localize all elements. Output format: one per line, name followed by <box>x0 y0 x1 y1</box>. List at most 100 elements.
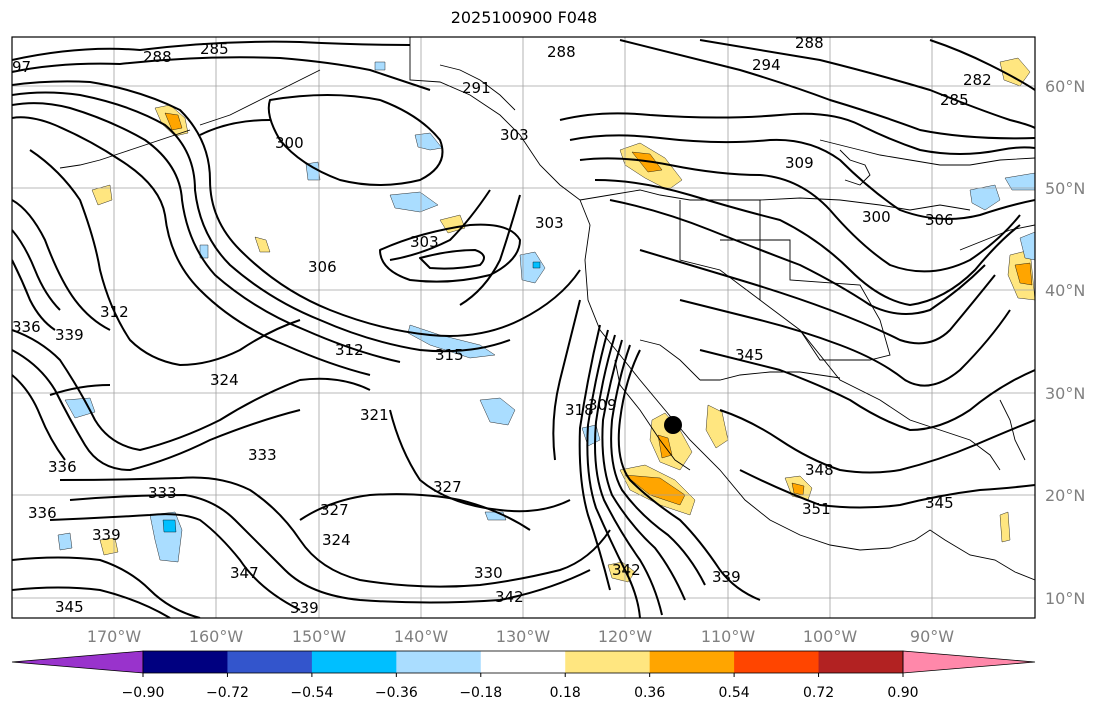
colorbar-tick-label: −0.18 <box>459 685 502 701</box>
shade-patch <box>969 184 1001 211</box>
colorbar-tick-label: 0.54 <box>719 685 750 701</box>
colorbar-segment <box>311 651 397 673</box>
colorbar-tick-label: 0.90 <box>887 685 918 701</box>
contour-label: 300 <box>862 208 891 226</box>
shade-patch <box>1019 231 1035 261</box>
colorbar-tick-label: 0.18 <box>550 685 581 701</box>
shade-patch <box>64 397 96 419</box>
contour-label: 339 <box>290 599 319 617</box>
colorbar-segment <box>227 651 313 673</box>
contour-label: 303 <box>535 214 564 232</box>
contour-label: 312 <box>335 341 364 359</box>
shade-patch <box>91 184 113 206</box>
contour-label: 288 <box>143 48 172 66</box>
shade-patch <box>649 412 693 471</box>
lat-label: 60°N <box>1045 77 1085 96</box>
shade-patch <box>254 236 271 253</box>
colorbar-ticks: −0.90 −0.72 −0.54 −0.36 −0.18 0.18 0.36 0.54 0.7… <box>122 673 919 701</box>
shade-patch <box>414 132 443 151</box>
lon-label: 140°W <box>394 627 449 646</box>
contour-label: 327 <box>433 478 462 496</box>
colorbar-segment <box>734 651 820 673</box>
colorbar-extend-low <box>11 650 144 674</box>
contour-label: 339 <box>55 326 84 344</box>
colorbar-segment <box>818 651 904 673</box>
contour-label: 333 <box>248 446 277 464</box>
map-frame <box>11 36 1036 619</box>
location-marker <box>664 416 682 434</box>
contour-label: 330 <box>474 564 503 582</box>
contour-label: 342 <box>612 561 641 579</box>
contour-label: 324 <box>322 531 351 549</box>
contour-label: 345 <box>925 494 954 512</box>
contour-label: 300 <box>275 134 304 152</box>
shade-patch <box>164 112 183 131</box>
contour-label: 351 <box>802 500 831 518</box>
contour-label: 285 <box>200 40 229 58</box>
contour-label: 333 <box>148 484 177 502</box>
colorbar-tick-label: −0.54 <box>290 685 333 701</box>
colorbar-segment <box>649 651 735 673</box>
shade-patch <box>1004 172 1035 191</box>
colorbar-frame <box>142 650 904 674</box>
lon-label: 130°W <box>496 627 551 646</box>
contour-label: 303 <box>500 126 529 144</box>
lon-label: 90°W <box>910 627 954 646</box>
shade-patch <box>57 532 73 551</box>
contour-label: 288 <box>547 43 576 61</box>
shade-patch <box>532 261 541 269</box>
shade-patch <box>1014 262 1033 286</box>
shade-patch <box>484 511 507 521</box>
colorbar-segment <box>565 651 651 673</box>
shade-patch <box>624 474 686 506</box>
lon-label: 110°W <box>701 627 756 646</box>
shade-patch <box>705 404 729 449</box>
latitude-labels: 60°N 50°N 40°N 30°N 20°N 10°N <box>1045 77 1085 608</box>
colorbar <box>11 650 1036 674</box>
colorbar-tick-label: −0.90 <box>122 685 165 701</box>
colorbar-tick-label: 0.36 <box>634 685 665 701</box>
shade-patch <box>162 519 177 533</box>
shade-patch <box>519 251 546 284</box>
contour-label: 306 <box>308 258 337 276</box>
lon-label: 100°W <box>803 627 858 646</box>
shade-patch <box>374 61 386 71</box>
contour-label: 303 <box>410 233 439 251</box>
contour-label: 336 <box>48 458 77 476</box>
contour-label: 336 <box>12 318 41 336</box>
contours <box>12 39 1035 618</box>
shade-patch <box>389 191 439 213</box>
contour-label: 321 <box>360 406 389 424</box>
shade-patch <box>999 57 1031 87</box>
colorbar-segment <box>480 651 566 673</box>
contour-label: 315 <box>435 346 464 364</box>
contour-label: 312 <box>100 303 129 321</box>
contour-label: 339 <box>712 568 741 586</box>
lon-label: 160°W <box>189 627 244 646</box>
contour-label: 309 <box>588 396 617 414</box>
contour-label: 291 <box>462 79 491 97</box>
contour-label: 285 <box>940 91 969 109</box>
contour-label: 282 <box>963 71 992 89</box>
colorbar-tick-label: 0.72 <box>803 685 834 701</box>
colorbar-tick-label: −0.72 <box>206 685 249 701</box>
contour-label: 288 <box>795 34 824 52</box>
contour-label: 318 <box>565 401 594 419</box>
lat-label: 10°N <box>1045 589 1085 608</box>
contour-label: 345 <box>735 346 764 364</box>
lat-label: 20°N <box>1045 486 1085 505</box>
contour-label: 294 <box>752 56 781 74</box>
colorbar-extend-high <box>902 650 1036 674</box>
lon-label: 150°W <box>292 627 347 646</box>
lon-label: 120°W <box>598 627 653 646</box>
colorbar-tick-label: −0.36 <box>375 685 418 701</box>
shade-patch <box>999 511 1011 543</box>
lat-label: 50°N <box>1045 179 1085 198</box>
lon-label: 170°W <box>87 627 142 646</box>
colorbar-segment <box>396 651 482 673</box>
shade-patch <box>479 397 516 426</box>
contour-label: 342 <box>495 588 524 606</box>
contour-label: 306 <box>925 211 954 229</box>
longitude-labels: 170°W 160°W 150°W 140°W 130°W 120°W 110°… <box>87 627 954 646</box>
